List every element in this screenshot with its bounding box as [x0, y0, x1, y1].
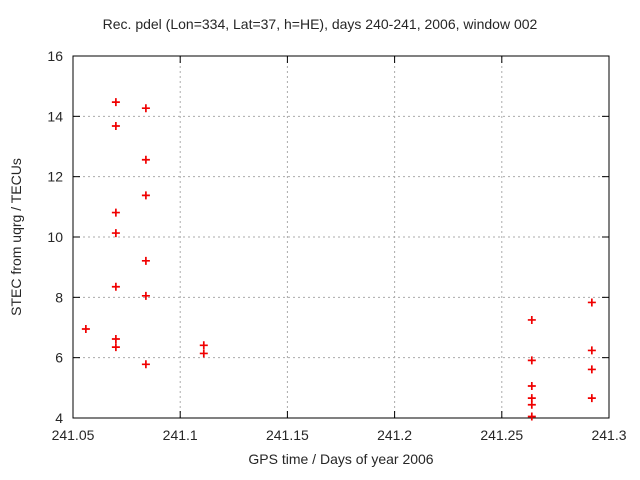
y-tick-label: 16: [47, 48, 63, 64]
y-tick-labels: 4 6 8 10 12 14 16: [47, 48, 63, 426]
data-point-marker: [199, 349, 208, 358]
data-point-marker: [587, 394, 596, 403]
data-point-marker: [527, 412, 536, 421]
x-tick-label: 241.15: [266, 427, 309, 443]
data-point-marker: [111, 208, 120, 217]
data-point-marker: [527, 315, 536, 324]
data-point-marker: [587, 298, 596, 307]
y-tick-label: 4: [55, 410, 63, 426]
y-tick-label: 8: [55, 289, 63, 305]
chart-title: Rec. pdel (Lon=334, Lat=37, h=HE), days …: [103, 16, 538, 32]
y-tick-label: 12: [47, 169, 63, 185]
x-tick-label: 241.25: [480, 427, 523, 443]
y-tick-label: 6: [55, 350, 63, 366]
data-point-marker: [111, 98, 120, 107]
data-point-marker: [111, 229, 120, 238]
x-tick-label: 241.3: [591, 427, 626, 443]
plot-border: [72, 55, 610, 419]
y-tick-label: 10: [47, 229, 63, 245]
y-tick-label: 14: [47, 108, 63, 124]
data-point-marker: [111, 334, 120, 343]
data-point-marker: [587, 346, 596, 355]
data-point-marker: [527, 382, 536, 391]
data-point-marker: [199, 341, 208, 350]
x-tick-labels: 241.05 241.1 241.15 241.2 241.25 241.3: [52, 427, 627, 443]
data-point-marker: [527, 400, 536, 409]
data-point-marker: [527, 356, 536, 365]
data-point-marker: [587, 365, 596, 374]
data-point-marker: [111, 343, 120, 352]
data-point-marker: [111, 282, 120, 291]
grid-lines: [73, 56, 609, 418]
data-points: [81, 98, 596, 421]
data-point-marker: [111, 121, 120, 130]
data-point-marker: [81, 325, 90, 334]
data-point-marker: [141, 291, 150, 300]
x-tick-label: 241.1: [163, 427, 198, 443]
y-axis-label: STEC from uqrg / TECUs: [8, 158, 24, 316]
data-point-marker: [141, 256, 150, 265]
data-point-marker: [141, 191, 150, 200]
data-point-marker: [141, 155, 150, 164]
x-tick-label: 241.2: [377, 427, 412, 443]
x-tick-label: 241.05: [52, 427, 95, 443]
x-axis-label: GPS time / Days of year 2006: [248, 451, 433, 467]
data-point-marker: [141, 104, 150, 113]
data-point-marker: [141, 360, 150, 369]
